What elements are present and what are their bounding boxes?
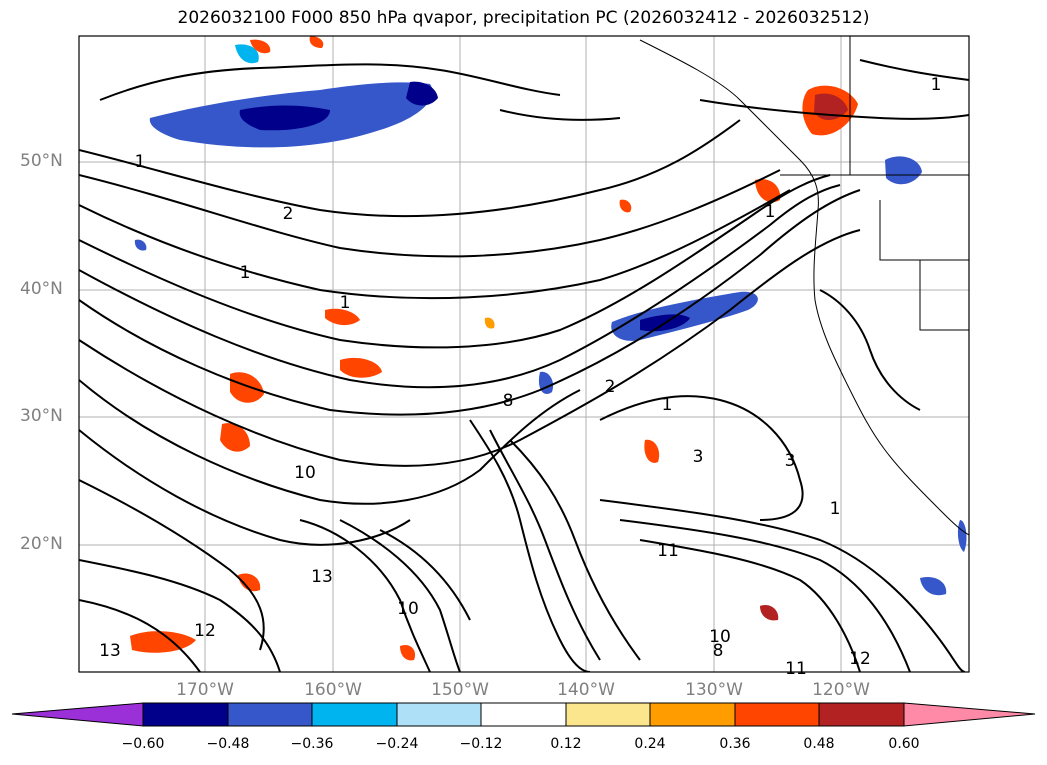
plot-title: 2026032100 F000 850 hPa qvapor, precipit… — [177, 8, 870, 28]
map-frame — [78, 35, 970, 673]
contour-label: 2 — [283, 204, 294, 224]
contour-label: 10 — [294, 463, 316, 483]
qvapor-contours — [79, 59, 969, 672]
colorbar-tick-label: 0.24 — [634, 736, 666, 752]
contour-label: 8 — [503, 391, 514, 411]
contour-label: 2 — [605, 377, 616, 397]
colorbar — [11, 702, 1036, 727]
lon-label-160w: 160°W — [304, 680, 362, 700]
contour-label: 1 — [340, 293, 351, 313]
contour-label: 10 — [397, 599, 419, 619]
colorbar-tick-label: 0.60 — [888, 736, 920, 752]
colorbar-extend-max — [903, 702, 1036, 727]
contour-label: 12 — [194, 621, 216, 641]
contour-label: 8 — [713, 641, 724, 661]
contour-label: 1 — [931, 75, 942, 95]
coastline — [639, 36, 969, 536]
contour-label: 10 — [709, 627, 731, 647]
lat-label-40n: 40°N — [20, 279, 63, 299]
contour-label: 1 — [135, 152, 146, 172]
colorbar-tick-label: −0.36 — [290, 736, 334, 752]
colorbar-tick-label: −0.48 — [206, 736, 250, 752]
colorbar-tick-label: 0.36 — [719, 736, 751, 752]
lon-label-140w: 140°W — [557, 680, 615, 700]
precip-shading — [130, 36, 967, 661]
contour-label: 1 — [240, 263, 251, 283]
lon-label-170w: 170°W — [176, 680, 234, 700]
contour-label: 1 — [662, 395, 673, 415]
lat-label-50n: 50°N — [20, 151, 63, 171]
contour-label: 13 — [99, 641, 121, 661]
contour-label: 11 — [785, 659, 807, 679]
contour-label: 13 — [311, 567, 333, 587]
colorbar-tick-label: −0.12 — [459, 736, 503, 752]
contour-label: 12 — [849, 649, 871, 669]
contour-label: 11 — [657, 541, 679, 561]
contour-label: 3 — [785, 451, 796, 471]
contour-label: 1 — [765, 202, 776, 222]
lon-label-150w: 150°W — [431, 680, 489, 700]
lon-label-120w: 120°W — [812, 680, 870, 700]
lon-label-130w: 130°W — [685, 680, 743, 700]
colorbar-tick-label: −0.60 — [121, 736, 165, 752]
contour-label: 3 — [693, 447, 704, 467]
contour-label: 1 — [830, 499, 841, 519]
colorbar-tick-label: −0.24 — [375, 736, 419, 752]
lat-label-20n: 20°N — [20, 534, 63, 554]
colorbar-tick-label: 0.12 — [550, 736, 582, 752]
lat-label-30n: 30°N — [20, 406, 63, 426]
colorbar-tick-label: 0.48 — [803, 736, 835, 752]
